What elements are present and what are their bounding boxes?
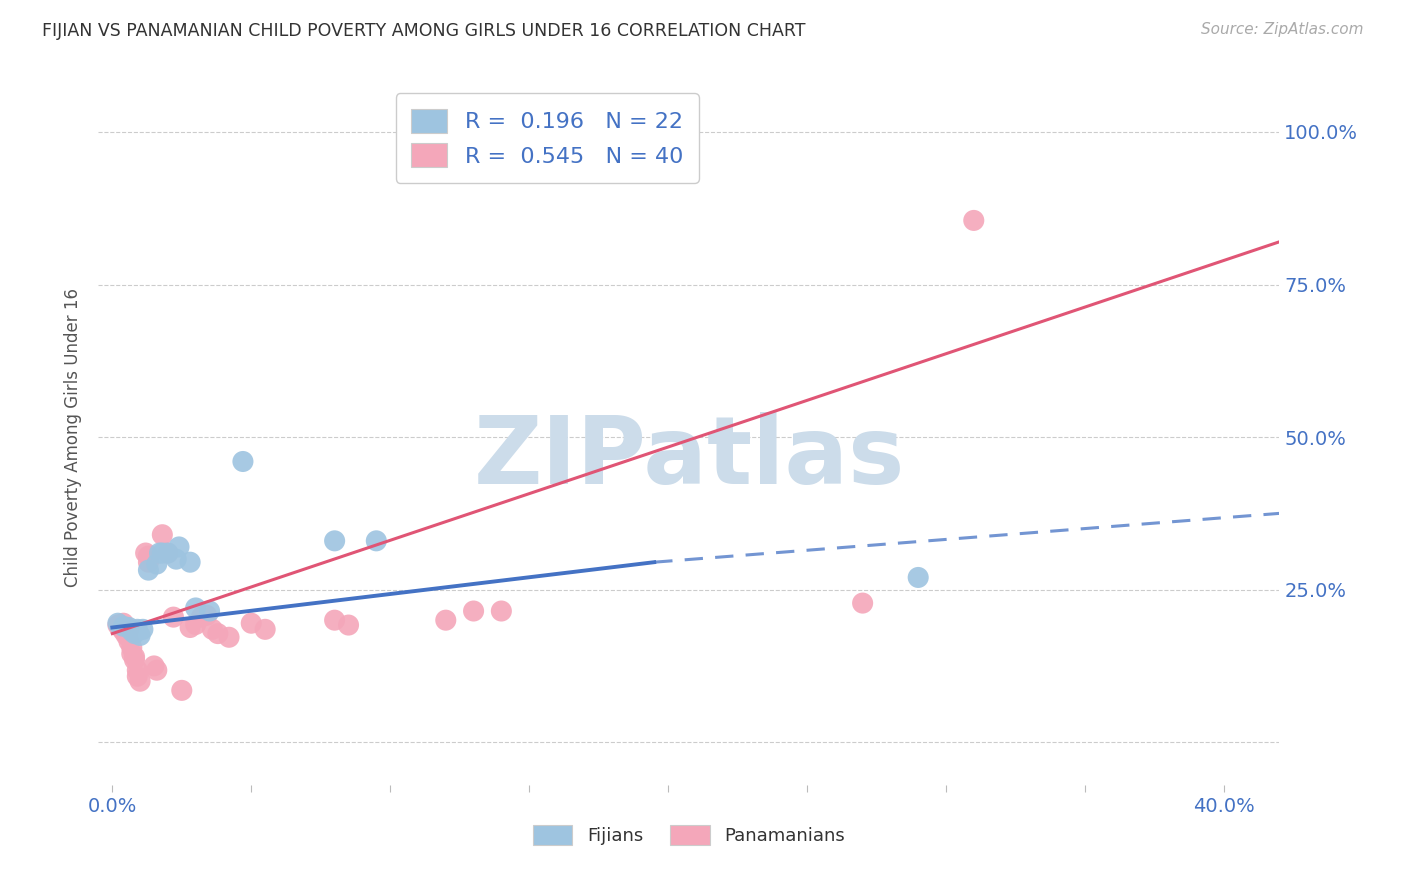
Point <box>121 647 143 661</box>
Point <box>184 601 207 615</box>
Point <box>167 540 190 554</box>
Point <box>112 616 135 631</box>
Point <box>491 604 513 618</box>
Point <box>121 624 143 639</box>
Point <box>127 623 149 637</box>
Point <box>254 623 277 637</box>
Point <box>366 533 388 548</box>
Point <box>323 613 346 627</box>
Point <box>184 617 207 632</box>
Point <box>337 618 360 632</box>
Point <box>127 663 149 677</box>
Point <box>132 623 155 637</box>
Point <box>115 626 138 640</box>
Text: Source: ZipAtlas.com: Source: ZipAtlas.com <box>1201 22 1364 37</box>
Point <box>146 663 169 677</box>
Point <box>240 616 263 631</box>
Point <box>963 213 986 227</box>
Point <box>150 546 173 560</box>
Point <box>121 640 143 655</box>
Point <box>127 669 149 683</box>
Point <box>198 604 221 618</box>
Point <box>156 546 179 560</box>
Point <box>118 620 141 634</box>
Point <box>162 610 184 624</box>
Point <box>129 628 152 642</box>
Point <box>165 552 187 566</box>
Point <box>148 546 170 560</box>
Point <box>156 546 179 560</box>
Point <box>852 596 875 610</box>
Point <box>107 618 129 632</box>
Point <box>146 557 169 571</box>
Point <box>150 527 173 541</box>
Point <box>323 533 346 548</box>
Point <box>107 616 129 631</box>
Point <box>118 623 141 637</box>
Point <box>232 454 254 468</box>
Point <box>907 570 929 584</box>
Point <box>138 555 160 569</box>
Point <box>138 549 160 563</box>
Text: FIJIAN VS PANAMANIAN CHILD POVERTY AMONG GIRLS UNDER 16 CORRELATION CHART: FIJIAN VS PANAMANIAN CHILD POVERTY AMONG… <box>42 22 806 40</box>
Point <box>135 546 157 560</box>
Point <box>463 604 485 618</box>
Point <box>112 624 135 639</box>
Point <box>195 608 218 623</box>
Point <box>218 630 240 644</box>
Point <box>138 563 160 577</box>
Point <box>434 613 457 627</box>
Y-axis label: Child Poverty Among Girls Under 16: Child Poverty Among Girls Under 16 <box>65 287 83 587</box>
Point <box>190 610 212 624</box>
Point <box>124 649 146 664</box>
Point <box>207 626 229 640</box>
Point <box>179 555 201 569</box>
Point <box>115 628 138 642</box>
Point <box>112 619 135 633</box>
Point <box>179 620 201 634</box>
Legend: Fijians, Panamanians: Fijians, Panamanians <box>526 818 852 853</box>
Point <box>201 623 224 637</box>
Point <box>129 674 152 689</box>
Point <box>124 653 146 667</box>
Text: ZIPatlas: ZIPatlas <box>474 412 904 504</box>
Point <box>143 659 166 673</box>
Point <box>170 683 193 698</box>
Point <box>118 634 141 648</box>
Point <box>124 626 146 640</box>
Point <box>110 620 132 634</box>
